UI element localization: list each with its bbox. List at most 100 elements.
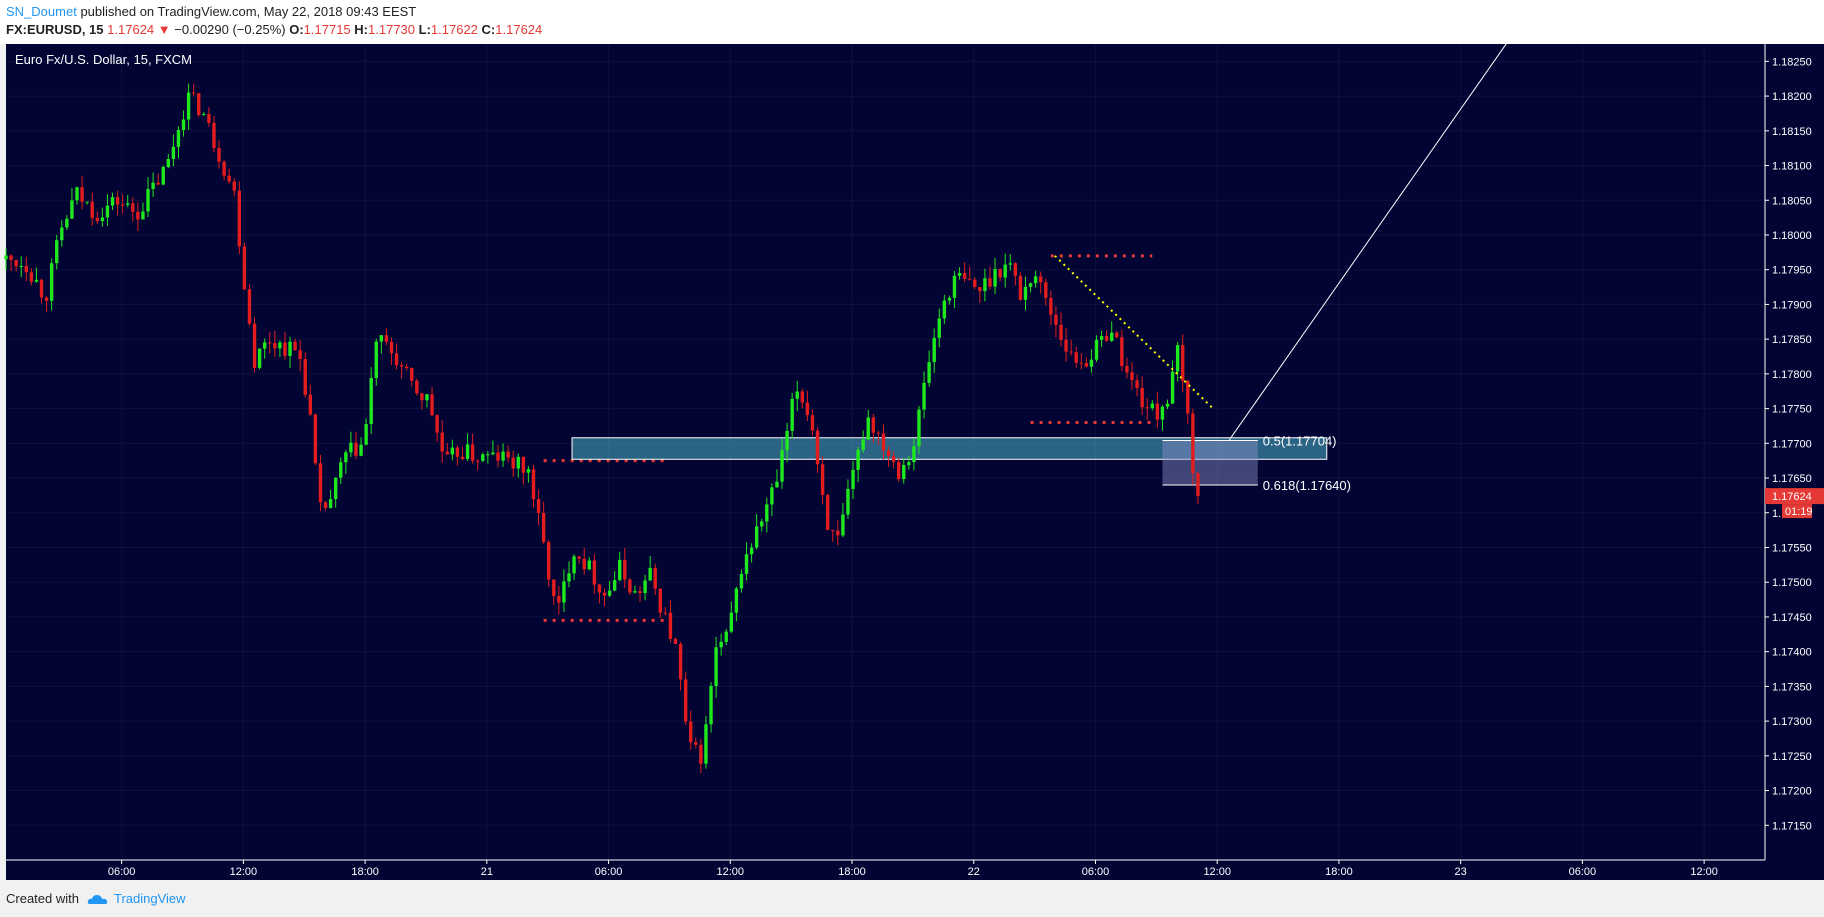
candle-body-198 xyxy=(1008,263,1012,265)
candle-body-71 xyxy=(364,424,368,445)
trend-lines xyxy=(1054,33,1514,441)
candle-body-30 xyxy=(156,182,160,185)
candle-body-102 xyxy=(521,456,526,473)
candle-body-92 xyxy=(470,444,475,461)
candle-body-205 xyxy=(1044,282,1048,298)
candle-body-183 xyxy=(932,337,936,363)
price-label-box xyxy=(1765,488,1824,505)
candle-body-88 xyxy=(450,447,455,455)
candle-body-5 xyxy=(29,272,34,282)
candle-body-59 xyxy=(303,358,307,395)
candle-body-156 xyxy=(795,391,799,399)
candle-body-9 xyxy=(49,263,54,301)
candle-body-105 xyxy=(536,499,541,514)
time-tick-label-11: 23 xyxy=(1455,866,1467,878)
candle-body-70 xyxy=(359,444,363,456)
candle-body-222 xyxy=(1130,372,1134,381)
candle-body-85 xyxy=(435,415,439,433)
candle-body-138 xyxy=(704,724,708,764)
candle-body-137 xyxy=(699,744,703,764)
tradingview-link[interactable]: TradingView xyxy=(87,891,186,906)
candle-body-77 xyxy=(394,353,399,366)
ohlc-close: C:1.17624 xyxy=(481,22,543,37)
candle-body-15 xyxy=(80,187,84,202)
price-axis[interactable] xyxy=(1765,44,1824,860)
candle-body-214 xyxy=(1089,359,1094,367)
candle-body-129 xyxy=(658,588,662,613)
time-tick-label-13: 12:00 xyxy=(1690,866,1718,878)
ohlc-low: L:1.17622 xyxy=(418,22,478,37)
candle-body-170 xyxy=(866,417,870,440)
trend-line-0 xyxy=(1054,255,1214,410)
author-link[interactable]: SN_Doumet xyxy=(6,4,77,19)
candle-body-121 xyxy=(618,559,622,581)
candle-body-10 xyxy=(55,240,59,264)
candle-body-179 xyxy=(912,446,916,463)
candle-body-43 xyxy=(222,161,226,176)
candle-body-133 xyxy=(678,643,683,680)
candle-body-18 xyxy=(95,217,99,222)
price-tick-label-9: 1.17800 xyxy=(1772,369,1812,381)
price-tick-label-20: 1.17250 xyxy=(1772,751,1812,763)
candle-body-151 xyxy=(770,487,774,505)
candle-body-50 xyxy=(257,348,262,368)
candle-body-186 xyxy=(947,297,952,301)
time-axis[interactable] xyxy=(6,860,1824,880)
candle-body-233 xyxy=(1186,380,1190,414)
candle-body-53 xyxy=(273,343,277,349)
publication-info: SN_Doumet published on TradingView.com, … xyxy=(6,4,416,19)
price-tick-label-5: 1.18000 xyxy=(1772,230,1812,242)
candle-body-27 xyxy=(141,211,145,220)
candle-body-58 xyxy=(298,350,302,359)
candle-body-178 xyxy=(907,462,911,466)
countdown-box xyxy=(1782,504,1812,519)
candle-body-78 xyxy=(399,365,404,367)
candle-body-65 xyxy=(333,477,338,500)
price-axis-labels: 1.18250 1.18200 1.18150 1.18100 1.18050 1.180… xyxy=(1765,56,1812,832)
candle-body-49 xyxy=(252,323,257,368)
candle-body-86 xyxy=(440,432,444,452)
candle-body-197 xyxy=(1003,264,1007,278)
candle-body-176 xyxy=(896,461,901,479)
candle-body-130 xyxy=(663,612,668,614)
candle-body-61 xyxy=(313,414,318,464)
candle-body-227 xyxy=(1155,403,1160,420)
candle-body-52 xyxy=(268,342,272,344)
candle-body-164 xyxy=(836,530,840,536)
candle-body-48 xyxy=(247,289,252,324)
time-tick-label-0: 06:00 xyxy=(108,866,136,878)
candlesticks xyxy=(4,83,1200,773)
candle-body-154 xyxy=(785,430,789,451)
candle-body-206 xyxy=(1049,297,1053,315)
candle-body-113 xyxy=(577,556,581,559)
candle-body-145 xyxy=(739,573,744,589)
candle-body-23 xyxy=(120,204,125,206)
candle-body-180 xyxy=(917,409,921,447)
candle-body-211 xyxy=(1074,352,1078,363)
candle-body-153 xyxy=(780,450,784,482)
price-tick-label-14: 1.17550 xyxy=(1772,542,1812,554)
candle-body-116 xyxy=(592,560,597,585)
candle-body-125 xyxy=(638,591,642,594)
price-tick-label-4: 1.18050 xyxy=(1772,195,1812,207)
candle-body-201 xyxy=(1023,286,1028,300)
candle-body-76 xyxy=(389,341,394,354)
candle-body-7 xyxy=(39,279,44,298)
price-tick-label-22: 1.17150 xyxy=(1772,820,1812,832)
candle-body-210 xyxy=(1069,351,1073,353)
countdown-text: 01:19 xyxy=(1785,506,1813,518)
candle-body-228 xyxy=(1160,406,1165,420)
candle-body-41 xyxy=(212,122,216,149)
candle-body-119 xyxy=(607,590,612,596)
candle-body-60 xyxy=(308,394,313,415)
time-tick-label-10: 18:00 xyxy=(1325,866,1353,878)
candle-body-173 xyxy=(881,433,886,451)
candle-body-22 xyxy=(115,197,120,205)
candle-body-193 xyxy=(983,278,987,292)
candle-body-167 xyxy=(851,469,855,489)
tradingview-cloud-icon xyxy=(87,894,108,904)
price-tick-label-19: 1.17300 xyxy=(1772,716,1812,728)
candle-body-120 xyxy=(612,580,617,591)
candle-body-84 xyxy=(430,394,434,416)
